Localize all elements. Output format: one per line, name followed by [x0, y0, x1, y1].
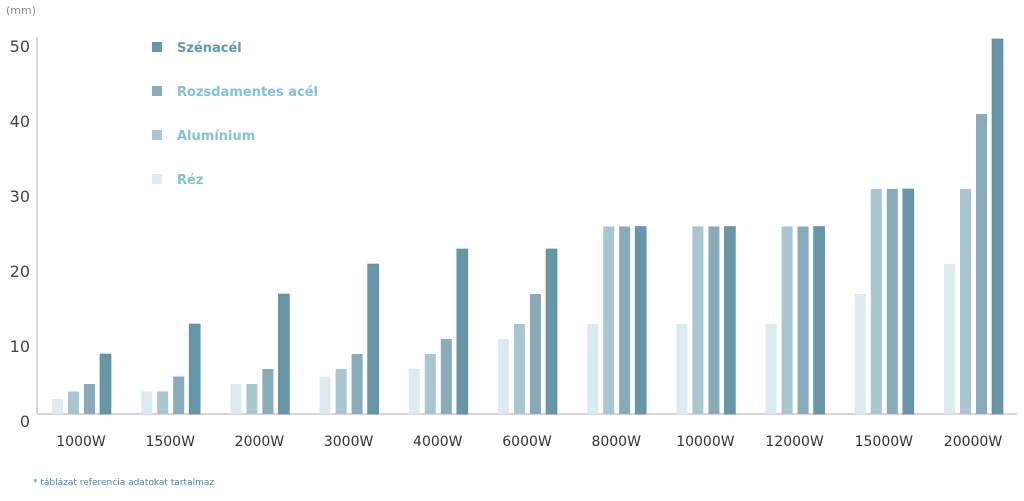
bar-rozsdamentes-acél [976, 114, 987, 414]
bar-alumínium [781, 226, 793, 414]
x-tick-label: 4000W [413, 434, 463, 450]
x-tick-label: 15000W [855, 434, 914, 450]
bar-alumínium [68, 391, 79, 414]
bar-alumínium [960, 189, 971, 414]
x-tick-label: 2000W [235, 434, 285, 450]
legend-swatch [152, 130, 162, 140]
bar-szénacél [991, 38, 1004, 415]
bar-réz [408, 369, 420, 414]
bar-szénacél [813, 226, 825, 415]
bar-szénacél [724, 226, 736, 415]
bar-alumínium [335, 369, 347, 414]
x-tick-label: 6000W [502, 434, 552, 450]
bar-alumínium [603, 226, 615, 414]
x-tick-label: 8000W [591, 434, 641, 450]
bar-alumínium [514, 324, 525, 414]
legend-label: Rozsdamentes acél [177, 85, 318, 100]
footnote: * táblázat referencia adatokat tartalmaz [33, 478, 215, 488]
legend-swatch [152, 174, 162, 184]
legend-label: Szénacél [177, 41, 242, 56]
bar-rozsdamentes-acél [530, 294, 541, 414]
bar-rozsdamentes-acél [886, 189, 898, 414]
bar-réz [141, 391, 153, 414]
legend-label: Alumínium [177, 129, 255, 144]
bar-rozsdamentes-acél [708, 226, 720, 414]
bar-réz [765, 324, 777, 414]
bar-szénacél [456, 248, 469, 415]
bar-réz [944, 264, 955, 414]
bar-rozsdamentes-acél [619, 226, 631, 414]
bar-réz [498, 339, 509, 414]
x-tick-label: 10000W [676, 434, 735, 450]
bar-rozsdamentes-acél [440, 339, 452, 414]
bar-réz [319, 376, 331, 414]
legend-swatch [152, 86, 162, 96]
bar-alumínium [870, 189, 882, 414]
bar-rozsdamentes-acél [351, 354, 363, 414]
x-tick-label: 3000W [324, 434, 374, 450]
bar-szénacél [902, 188, 915, 415]
bar-réz [52, 399, 63, 414]
bar-szénacél [367, 263, 379, 415]
bar-alumínium [692, 226, 704, 414]
bar-réz [854, 294, 866, 414]
bar-szénacél [278, 293, 290, 415]
bar-szénacél [99, 353, 112, 415]
bar-rozsdamentes-acél [84, 384, 95, 414]
bar-szénacél [634, 226, 647, 415]
bar-rozsdamentes-acél [797, 226, 809, 414]
y-tick-label: 20 [10, 262, 30, 281]
legend-swatch [152, 42, 162, 52]
bar-rozsdamentes-acél [173, 376, 185, 414]
y-tick-label: 50 [10, 37, 30, 56]
y-tick-label: 40 [10, 112, 30, 131]
bar-alumínium [246, 384, 258, 414]
bar-réz [587, 324, 599, 414]
y-tick-label: 30 [10, 187, 30, 206]
legend-label: Réz [177, 173, 203, 188]
x-tick-label: 1000W [56, 434, 106, 450]
bar-alumínium [157, 391, 169, 414]
x-tick-label: 20000W [944, 434, 1003, 450]
bar-szénacél [545, 248, 558, 415]
bar-réz [230, 384, 242, 414]
y-tick-label: 10 [10, 337, 30, 356]
bar-réz [676, 324, 688, 414]
bar-szénacél [188, 323, 201, 415]
bar-rozsdamentes-acél [262, 369, 274, 414]
y-tick-label: 0 [20, 412, 30, 431]
y-axis-unit-label: (mm) [6, 4, 37, 17]
x-tick-label: 1500W [145, 434, 195, 450]
x-tick-label: 12000W [765, 434, 824, 450]
bar-alumínium [424, 354, 436, 414]
